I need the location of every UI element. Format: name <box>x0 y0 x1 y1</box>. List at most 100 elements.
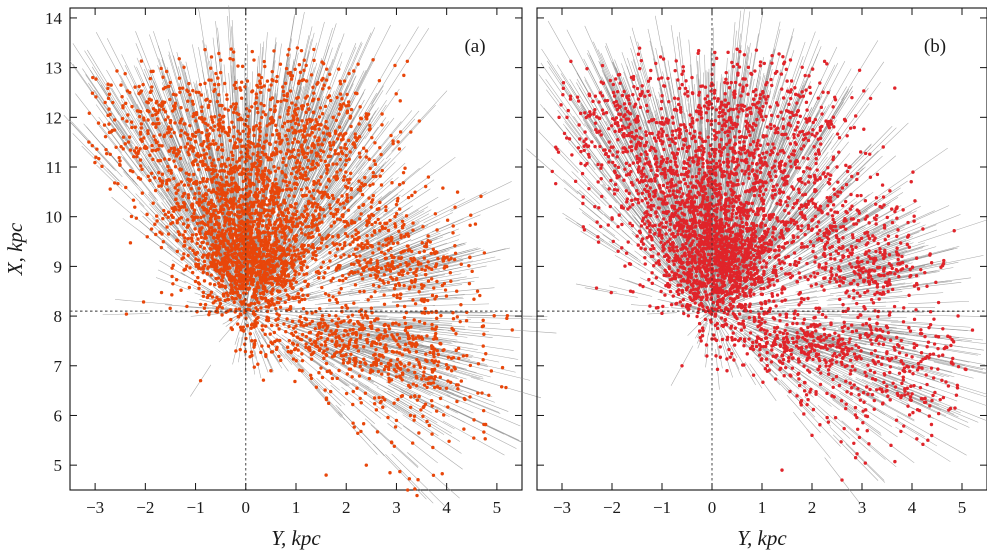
data-point <box>287 194 291 198</box>
data-point <box>360 192 365 197</box>
data-point <box>274 233 278 237</box>
data-point <box>303 138 308 142</box>
data-point <box>283 274 288 278</box>
data-point <box>174 154 179 158</box>
data-point <box>139 59 144 63</box>
data-point <box>221 120 225 124</box>
data-point <box>228 138 232 143</box>
data-point <box>157 184 161 188</box>
data-point <box>260 224 265 228</box>
data-point <box>183 131 187 135</box>
data-point <box>134 216 139 220</box>
data-point <box>364 112 369 116</box>
data-point <box>343 225 347 229</box>
data-point <box>310 143 314 148</box>
data-point <box>160 179 165 183</box>
data-point <box>116 181 120 186</box>
data-point <box>313 249 317 254</box>
data-point <box>232 222 236 226</box>
data-point <box>225 93 229 97</box>
data-point <box>172 176 176 181</box>
data-point <box>260 277 265 282</box>
data-point <box>297 216 301 220</box>
data-point <box>278 278 282 282</box>
data-point <box>233 260 238 265</box>
data-point <box>262 199 266 203</box>
data-point <box>305 102 310 107</box>
data-point <box>335 170 339 174</box>
data-point <box>371 58 375 62</box>
data-point <box>220 313 224 317</box>
data-point <box>303 297 307 301</box>
data-point <box>298 220 303 225</box>
data-point <box>246 269 250 273</box>
data-point <box>310 231 314 235</box>
data-point <box>203 81 207 86</box>
data-point <box>245 167 250 172</box>
data-point <box>335 95 339 100</box>
data-point <box>214 181 219 185</box>
data-point <box>292 182 296 186</box>
data-point <box>130 125 134 130</box>
data-point <box>338 242 342 247</box>
data-point <box>339 286 343 291</box>
data-point <box>279 203 283 207</box>
data-point <box>357 151 362 155</box>
data-point <box>265 252 270 256</box>
data-point <box>220 261 224 266</box>
data-point <box>398 99 402 103</box>
data-point <box>170 274 174 279</box>
data-point <box>210 171 214 176</box>
data-point <box>420 267 424 271</box>
data-point <box>159 245 164 250</box>
data-point <box>340 310 344 314</box>
data-point <box>263 113 268 117</box>
data-point <box>302 243 306 248</box>
data-point <box>311 218 316 223</box>
data-point <box>209 232 214 237</box>
data-point <box>200 240 204 245</box>
data-point <box>311 202 315 207</box>
data-point <box>257 163 261 168</box>
data-point <box>363 182 367 187</box>
data-point <box>182 65 186 69</box>
data-point <box>304 178 308 182</box>
data-point <box>265 246 269 250</box>
data-point <box>388 218 392 223</box>
data-point <box>252 133 256 138</box>
data-point <box>336 152 341 156</box>
data-point <box>341 137 345 141</box>
data-point <box>208 246 212 251</box>
data-point <box>348 171 353 176</box>
data-point <box>303 259 307 264</box>
data-point <box>318 190 322 195</box>
data-point <box>297 122 301 127</box>
data-point <box>270 283 274 287</box>
data-point <box>290 125 294 130</box>
data-point <box>203 198 207 203</box>
data-point <box>274 123 278 128</box>
data-point <box>188 266 192 270</box>
data-point <box>221 228 225 233</box>
data-point <box>262 103 266 108</box>
data-point <box>272 255 276 259</box>
data-point <box>204 152 209 156</box>
data-point <box>264 139 269 143</box>
data-point <box>184 171 189 175</box>
data-point <box>278 230 282 234</box>
data-point <box>284 175 288 179</box>
data-point <box>253 190 258 195</box>
data-point <box>167 130 171 134</box>
data-point <box>204 163 208 167</box>
data-point <box>304 110 308 115</box>
data-point <box>296 140 301 144</box>
data-point <box>192 211 196 216</box>
data-point <box>256 158 260 162</box>
data-point <box>292 249 296 253</box>
data-point <box>473 222 478 226</box>
data-point <box>209 198 214 203</box>
data-point <box>275 238 279 242</box>
data-point <box>253 289 257 294</box>
data-point <box>339 255 343 259</box>
